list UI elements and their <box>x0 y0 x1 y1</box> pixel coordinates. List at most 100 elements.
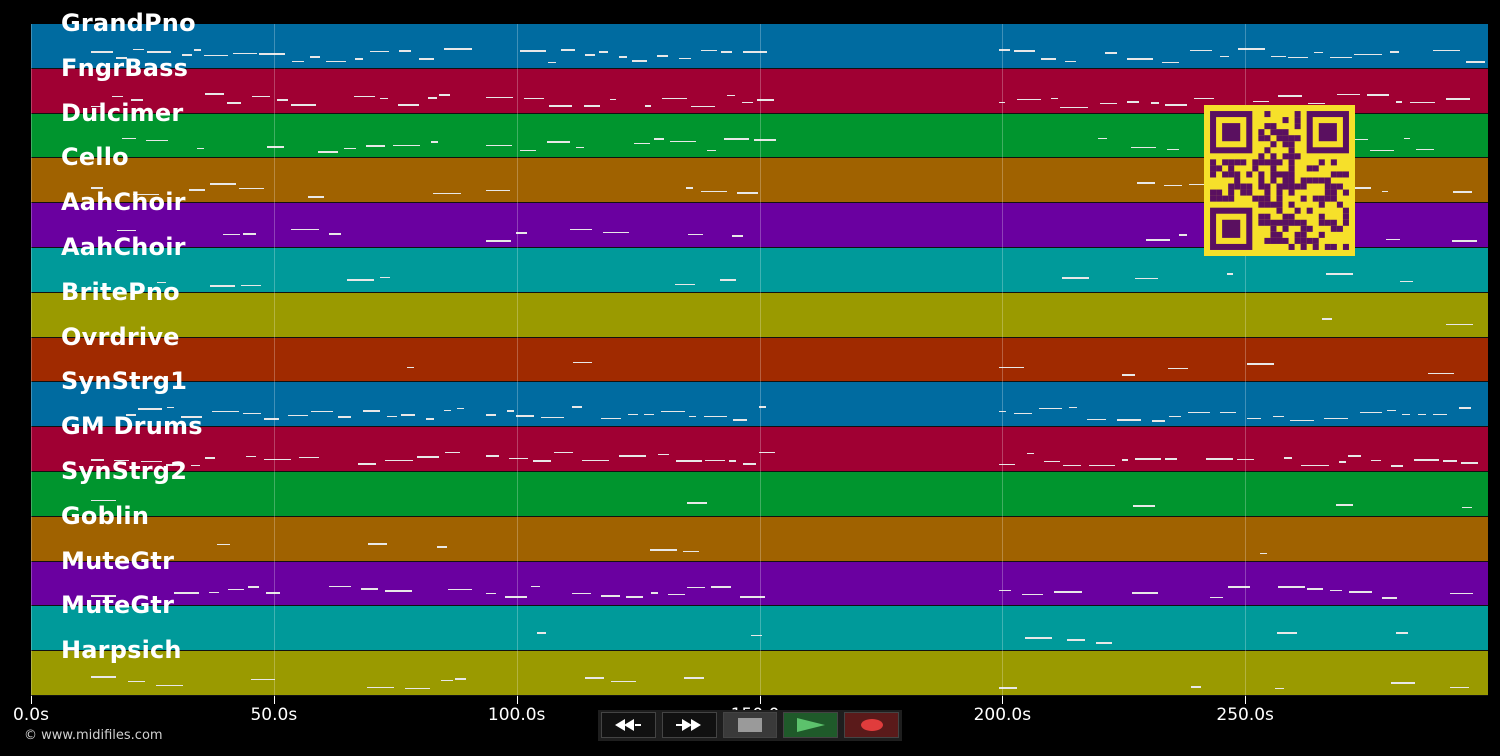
track-lane[interactable]: SynStrg2 <box>31 457 1488 517</box>
note-mark <box>644 413 654 416</box>
note-mark <box>536 632 547 634</box>
rewind-button[interactable] <box>601 712 656 738</box>
axis-tick <box>1002 696 1004 704</box>
note-mark <box>750 634 763 637</box>
note-mark <box>317 151 339 153</box>
note-mark <box>728 460 736 462</box>
note-mark <box>354 95 376 98</box>
note-mark <box>357 463 376 465</box>
note-mark <box>1335 504 1353 506</box>
note-mark <box>1428 372 1455 375</box>
copyright-text: © www.midifiles.com <box>24 728 163 743</box>
note-mark <box>380 276 390 279</box>
note-mark <box>1151 420 1166 422</box>
note-mark <box>742 51 768 53</box>
note-mark <box>1191 686 1202 688</box>
note-mark <box>540 416 564 419</box>
axis-tick-label: 0.0s <box>13 705 49 725</box>
track-lane[interactable]: SynStrg1 <box>31 367 1488 428</box>
gridline <box>759 24 761 696</box>
note-mark <box>724 138 749 140</box>
record-button[interactable] <box>844 712 899 738</box>
track-lane[interactable]: GM Drums <box>31 412 1488 472</box>
note-mark <box>444 48 473 50</box>
note-mark <box>1063 464 1081 467</box>
note-mark <box>1401 413 1411 416</box>
note-mark <box>298 456 319 459</box>
note-mark <box>387 415 397 418</box>
note-mark <box>1276 632 1298 634</box>
note-mark <box>546 141 570 143</box>
note-mark <box>1414 459 1439 461</box>
note-mark <box>259 53 286 55</box>
note-mark <box>1290 419 1314 422</box>
note-mark <box>486 144 512 147</box>
track-lane[interactable]: BritePno <box>31 278 1488 338</box>
note-mark <box>398 50 411 52</box>
play-button[interactable] <box>783 712 839 738</box>
note-mark <box>553 451 574 454</box>
note-mark <box>720 51 732 53</box>
track-lane[interactable]: GrandPno <box>31 9 1488 69</box>
note-mark <box>999 366 1024 369</box>
note-mark <box>251 678 276 681</box>
track-lane[interactable]: MuteGtr <box>31 591 1488 652</box>
note-mark <box>456 407 464 410</box>
stop-icon <box>737 718 762 732</box>
note-mark <box>1122 374 1136 376</box>
note-mark <box>290 104 316 106</box>
note-mark <box>571 592 591 595</box>
note-mark <box>999 589 1011 592</box>
note-mark <box>1300 464 1329 467</box>
note-mark <box>1236 458 1255 461</box>
note-mark <box>1161 61 1179 64</box>
note-mark <box>380 97 388 100</box>
note-mark <box>209 183 237 185</box>
note-mark <box>739 596 765 598</box>
note-mark <box>1189 183 1208 186</box>
note-mark <box>1043 460 1060 463</box>
note-mark <box>1167 148 1180 151</box>
note-mark <box>654 138 664 140</box>
note-mark <box>167 406 174 409</box>
note-mark <box>1390 682 1415 684</box>
note-mark <box>203 54 228 57</box>
track-lane[interactable]: Goblin <box>31 502 1488 562</box>
note-mark <box>520 50 546 52</box>
note-mark <box>245 455 257 458</box>
note-mark <box>360 588 379 590</box>
note-mark <box>686 502 707 504</box>
note-mark <box>1220 55 1229 58</box>
note-mark <box>1164 184 1182 187</box>
note-mark <box>241 284 261 287</box>
note-mark <box>197 147 205 150</box>
note-mark <box>656 55 668 57</box>
note-mark <box>575 146 585 149</box>
track-lane[interactable]: MuteGtr <box>31 547 1488 607</box>
rewind-icon <box>615 719 642 731</box>
note-mark <box>1432 413 1448 416</box>
note-mark <box>1095 642 1112 644</box>
piano-roll[interactable]: GrandPno FngrBass Dulcimer Cello AahChoir Aah… <box>31 9 1488 696</box>
note-mark <box>430 141 438 143</box>
note-mark <box>486 592 497 595</box>
note-mark <box>682 550 699 553</box>
track-lane[interactable]: Ovrdrive <box>31 323 1488 383</box>
track-lane[interactable]: Harpsich <box>31 636 1488 696</box>
note-mark <box>91 105 103 108</box>
axis-tick-label: 100.0s <box>487 705 546 725</box>
note-mark <box>1277 586 1306 588</box>
qr-code <box>1204 105 1355 256</box>
note-mark <box>1445 98 1470 100</box>
note-mark <box>363 410 380 412</box>
note-mark <box>523 97 544 100</box>
fast-forward-button[interactable] <box>661 712 717 738</box>
note-mark <box>1086 418 1106 421</box>
note-mark <box>660 410 686 413</box>
note-mark <box>1238 48 1265 50</box>
track-name: GM Drums <box>61 412 203 441</box>
note-mark <box>572 406 582 408</box>
note-mark <box>705 459 725 462</box>
stop-button[interactable] <box>722 712 778 738</box>
note-mark <box>125 414 136 416</box>
